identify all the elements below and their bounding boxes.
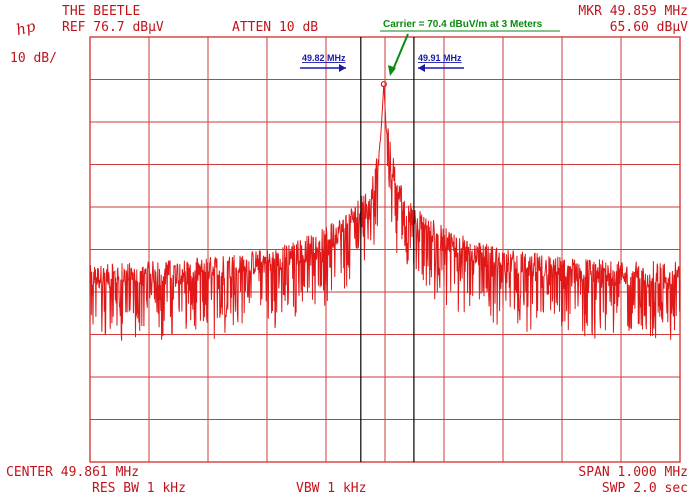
hp-logo: hp [14,17,37,39]
carrier-annotation: Carrier = 70.4 dBuV/m at 3 Meters [380,19,560,76]
header-atten: ATTEN 10 dB [232,20,318,35]
footer-span: SPAN 1.000 MHz [578,465,688,480]
footer-vbw: VBW 1 kHz [296,481,366,496]
right-frequency-label: 49.91 MHz [418,53,462,63]
carrier-arrow-head-icon [388,65,396,76]
spectrum-trace [89,85,681,341]
scale-label: 10 dB/ [10,51,57,66]
carrier-arrow-icon [391,33,409,73]
frequency-reference-lines [360,37,415,462]
footer-center: CENTER 49.861 MHz [6,465,139,480]
right-arrow-head-icon [418,64,425,72]
peak-marker-dot [380,81,387,88]
right-frequency-annotation: 49.91 MHz [418,53,464,72]
footer-res-bw: RES BW 1 kHz [92,481,186,496]
graticule-grid [89,36,681,463]
footer-sweep: SWP 2.0 sec [602,481,688,496]
left-frequency-label: 49.82 MHz [302,53,346,63]
header-marker-level: 65.60 dBμV [610,20,688,35]
header-title: THE BEETLE [62,4,140,19]
header-ref: REF 76.7 dBμV [62,20,164,35]
header-marker-frequency: MKR 49.859 MHz [578,4,688,19]
left-arrow-head-icon [339,64,346,72]
peak-marker [380,81,387,88]
left-frequency-annotation: 49.82 MHz [300,53,346,72]
carrier-label: Carrier = 70.4 dBuV/m at 3 Meters [383,19,543,30]
